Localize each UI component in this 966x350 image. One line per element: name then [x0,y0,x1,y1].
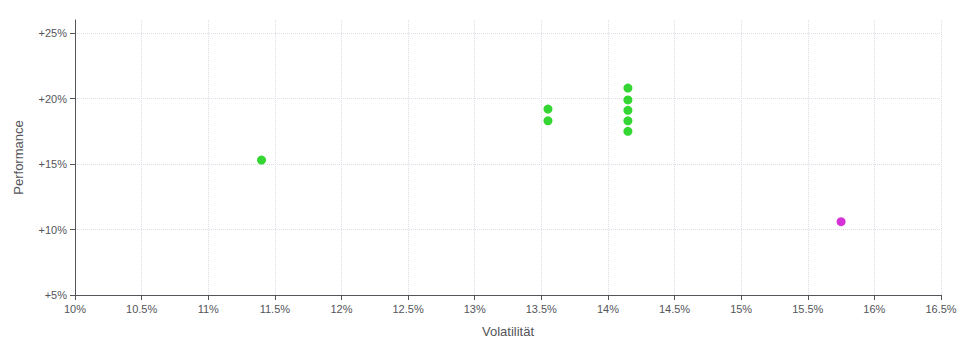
svg-text:15%: 15% [730,303,752,315]
svg-text:11.5%: 11.5% [260,303,291,315]
svg-text:15.5%: 15.5% [792,303,823,315]
svg-text:+20%: +20% [39,93,68,105]
svg-text:10%: 10% [64,303,86,315]
svg-text:11%: 11% [198,303,219,315]
svg-text:12.5%: 12.5% [392,303,423,315]
svg-text:+10%: +10% [39,224,68,236]
svg-text:14.5%: 14.5% [659,303,690,315]
svg-text:+15%: +15% [39,158,68,170]
svg-text:12%: 12% [330,303,352,315]
svg-text:Volatilität: Volatilität [482,324,534,339]
svg-text:13.5%: 13.5% [526,303,557,315]
svg-text:16.5%: 16.5% [925,303,956,315]
svg-text:Performance: Performance [11,120,26,194]
svg-text:10.5%: 10.5% [126,303,157,315]
svg-text:13%: 13% [464,303,486,315]
svg-text:+25%: +25% [39,27,68,39]
svg-text:14%: 14% [597,303,619,315]
svg-text:16%: 16% [863,303,885,315]
svg-text:+5%: +5% [45,289,68,301]
